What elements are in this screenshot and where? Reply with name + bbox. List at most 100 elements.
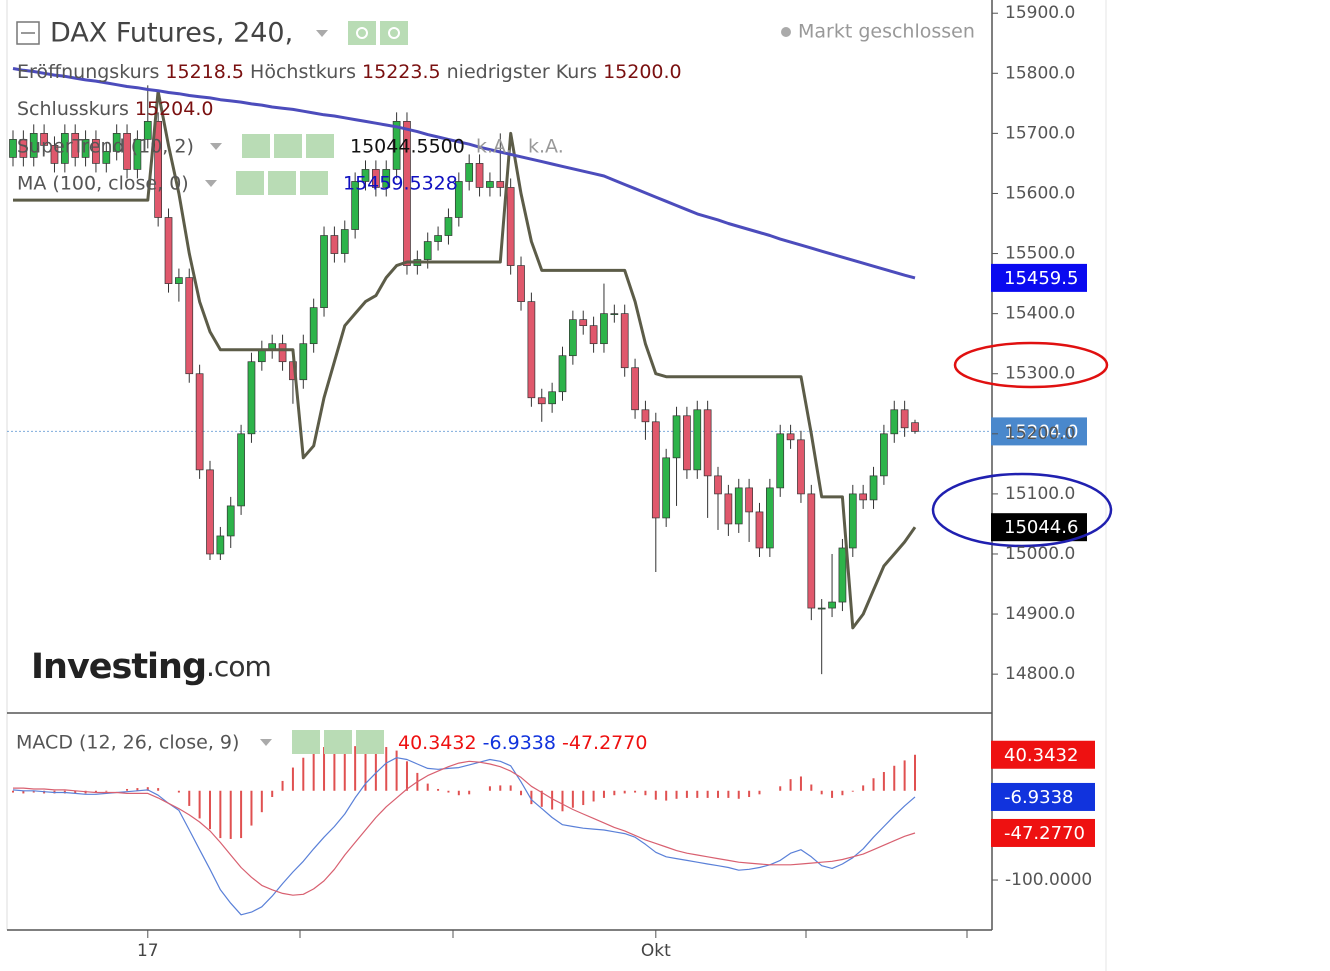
candle-body bbox=[330, 235, 339, 254]
candle-body bbox=[60, 133, 69, 164]
histogram-bar bbox=[281, 780, 284, 791]
dropdown[interactable] bbox=[205, 180, 217, 187]
price-marker-label: 40.3432 bbox=[1004, 745, 1078, 766]
histogram-bar bbox=[654, 790, 657, 800]
candle-body bbox=[102, 151, 111, 164]
histogram-bar bbox=[571, 790, 574, 808]
histogram-bar bbox=[851, 790, 854, 792]
candle-body bbox=[19, 139, 28, 158]
price-marker bbox=[991, 417, 1087, 446]
series-line bbox=[12, 67, 916, 280]
y-tick-label: 15200.0 bbox=[1005, 424, 1075, 444]
histogram-bar bbox=[447, 790, 450, 793]
candle-body bbox=[745, 487, 753, 513]
y-tick-label: 15100.0 bbox=[1005, 484, 1075, 504]
histogram-bar bbox=[312, 750, 315, 791]
candle-body bbox=[175, 277, 183, 284]
histogram-bar bbox=[468, 790, 471, 795]
y-tick-label: 15000.0 bbox=[1005, 544, 1075, 564]
indicator-name: SuperTrend (10, 2) bbox=[17, 136, 194, 158]
candle-body bbox=[340, 229, 349, 254]
candle-body bbox=[600, 313, 608, 345]
annotation-circle bbox=[953, 341, 1109, 389]
candle-body bbox=[454, 181, 463, 218]
candle-body bbox=[734, 487, 743, 525]
settings-button[interactable] bbox=[324, 730, 352, 754]
histogram-bar bbox=[229, 790, 232, 839]
histogram-bar bbox=[94, 790, 97, 793]
histogram-bar bbox=[405, 761, 408, 791]
remove-button[interactable] bbox=[300, 171, 328, 195]
candle-body bbox=[237, 433, 245, 507]
candle-body bbox=[226, 505, 235, 537]
y-tick-label: 14800.0 bbox=[1005, 664, 1075, 684]
candle-body bbox=[797, 439, 805, 495]
histogram-bar bbox=[177, 790, 180, 793]
ohlc-legend: Schlusskurs 15204.0 bbox=[17, 98, 213, 120]
x-tick-label: 17 bbox=[137, 941, 159, 961]
candle-body bbox=[776, 433, 785, 489]
histogram-bar bbox=[903, 760, 906, 791]
histogram-bar bbox=[789, 779, 792, 791]
histogram-bar bbox=[644, 790, 647, 796]
watermark-brand: Investing bbox=[31, 647, 206, 687]
histogram-bar bbox=[706, 790, 709, 798]
candle-body bbox=[641, 409, 650, 423]
candle-body bbox=[278, 343, 287, 363]
candle-body bbox=[29, 133, 38, 158]
legend-value: 15223.5 bbox=[362, 61, 441, 83]
histogram-bar bbox=[634, 790, 637, 793]
candle-body bbox=[206, 469, 214, 555]
legend-value: 15218.5 bbox=[165, 61, 244, 83]
macd-value: -6.9338 bbox=[483, 732, 556, 754]
candle-body bbox=[351, 181, 359, 230]
legend-label: Eröffnungskurs bbox=[17, 61, 159, 83]
histogram-bar bbox=[188, 790, 191, 806]
macd-plot bbox=[12, 744, 916, 916]
settings-button[interactable] bbox=[268, 171, 296, 195]
candle-body bbox=[309, 307, 318, 345]
macd-title: MACD (12, 26, close, 9) bbox=[16, 732, 239, 754]
histogram-bar bbox=[509, 785, 512, 791]
histogram-bar bbox=[343, 749, 346, 791]
candle-body bbox=[828, 601, 836, 609]
histogram-bar bbox=[675, 790, 678, 799]
histogram-bar bbox=[551, 790, 554, 810]
histogram-bar bbox=[717, 790, 720, 798]
histogram-bar bbox=[323, 747, 326, 791]
histogram-bar bbox=[157, 788, 160, 791]
remove-button[interactable] bbox=[306, 134, 334, 158]
histogram-bar bbox=[623, 790, 626, 794]
remove-button[interactable] bbox=[356, 730, 384, 754]
y-tick-label: 14900.0 bbox=[1005, 604, 1075, 624]
histogram-bar bbox=[395, 750, 398, 791]
candle-body bbox=[164, 217, 173, 284]
dropdown[interactable] bbox=[260, 739, 272, 746]
legend-label: niedrigster Kurs bbox=[447, 61, 597, 83]
visibility-button[interactable] bbox=[292, 730, 320, 754]
dropdown[interactable] bbox=[316, 30, 328, 37]
y-tick-label: 15800.0 bbox=[1005, 63, 1075, 83]
visibility-button[interactable] bbox=[348, 21, 376, 45]
macd-value: -47.2770 bbox=[562, 732, 647, 754]
visibility-button[interactable] bbox=[242, 134, 270, 158]
candle-body bbox=[683, 415, 691, 471]
collapse-button[interactable] bbox=[16, 21, 40, 45]
histogram-bar bbox=[146, 787, 149, 791]
dropdown[interactable] bbox=[210, 143, 222, 150]
histogram-bar bbox=[799, 776, 802, 791]
y-tick-label: 15500.0 bbox=[1005, 244, 1075, 264]
candle-body bbox=[527, 301, 536, 399]
settings-button[interactable] bbox=[380, 21, 408, 45]
candle-body bbox=[838, 547, 847, 603]
indicator-value: 15459.5328 bbox=[343, 173, 458, 195]
price-marker bbox=[991, 513, 1087, 542]
histogram-bar bbox=[530, 790, 533, 805]
histogram-bar bbox=[520, 790, 523, 796]
visibility-button[interactable] bbox=[236, 171, 264, 195]
candle-body bbox=[247, 361, 256, 435]
histogram-bar bbox=[748, 790, 751, 798]
candle-body bbox=[569, 319, 577, 357]
settings-button[interactable] bbox=[274, 134, 302, 158]
candle-body bbox=[382, 169, 391, 188]
